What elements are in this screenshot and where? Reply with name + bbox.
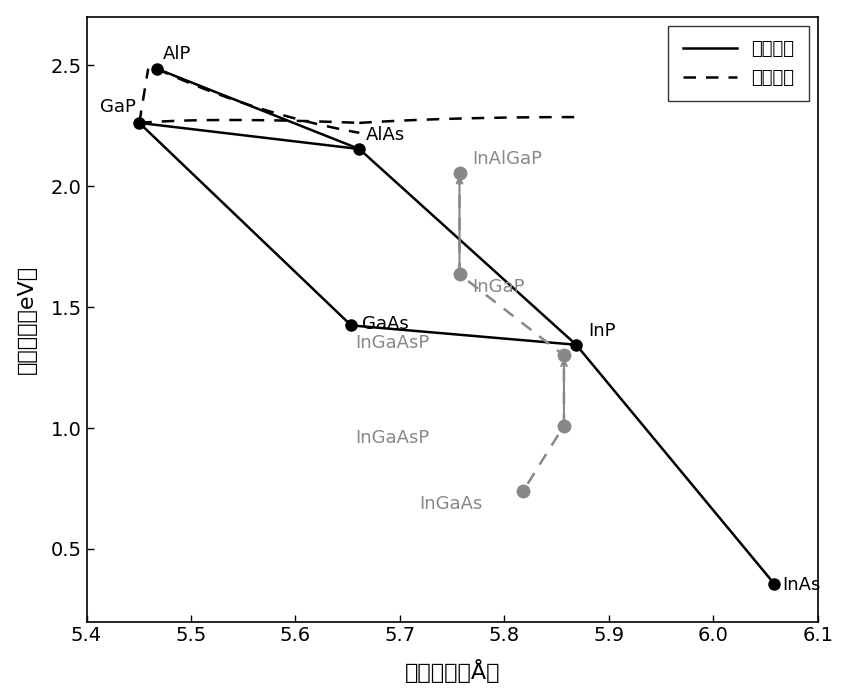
Text: InGaAsP: InGaAsP	[355, 334, 429, 352]
Legend: 直接带隙, 间接带隙: 直接带隙, 间接带隙	[668, 26, 809, 102]
Text: InAs: InAs	[783, 575, 821, 594]
Y-axis label: 能带宽度（eV）: 能带宽度（eV）	[17, 265, 37, 374]
Text: AlP: AlP	[163, 45, 191, 62]
Text: InP: InP	[589, 322, 616, 340]
Text: GaAs: GaAs	[361, 315, 408, 332]
X-axis label: 晶格参数（Å）: 晶格参数（Å）	[405, 659, 500, 683]
Text: InGaAsP: InGaAsP	[355, 429, 429, 447]
Text: GaP: GaP	[100, 97, 136, 116]
Text: InGaAs: InGaAs	[419, 495, 482, 512]
Text: InAlGaP: InAlGaP	[472, 150, 542, 168]
Text: InGaP: InGaP	[472, 278, 524, 296]
Text: AlAs: AlAs	[366, 126, 405, 144]
